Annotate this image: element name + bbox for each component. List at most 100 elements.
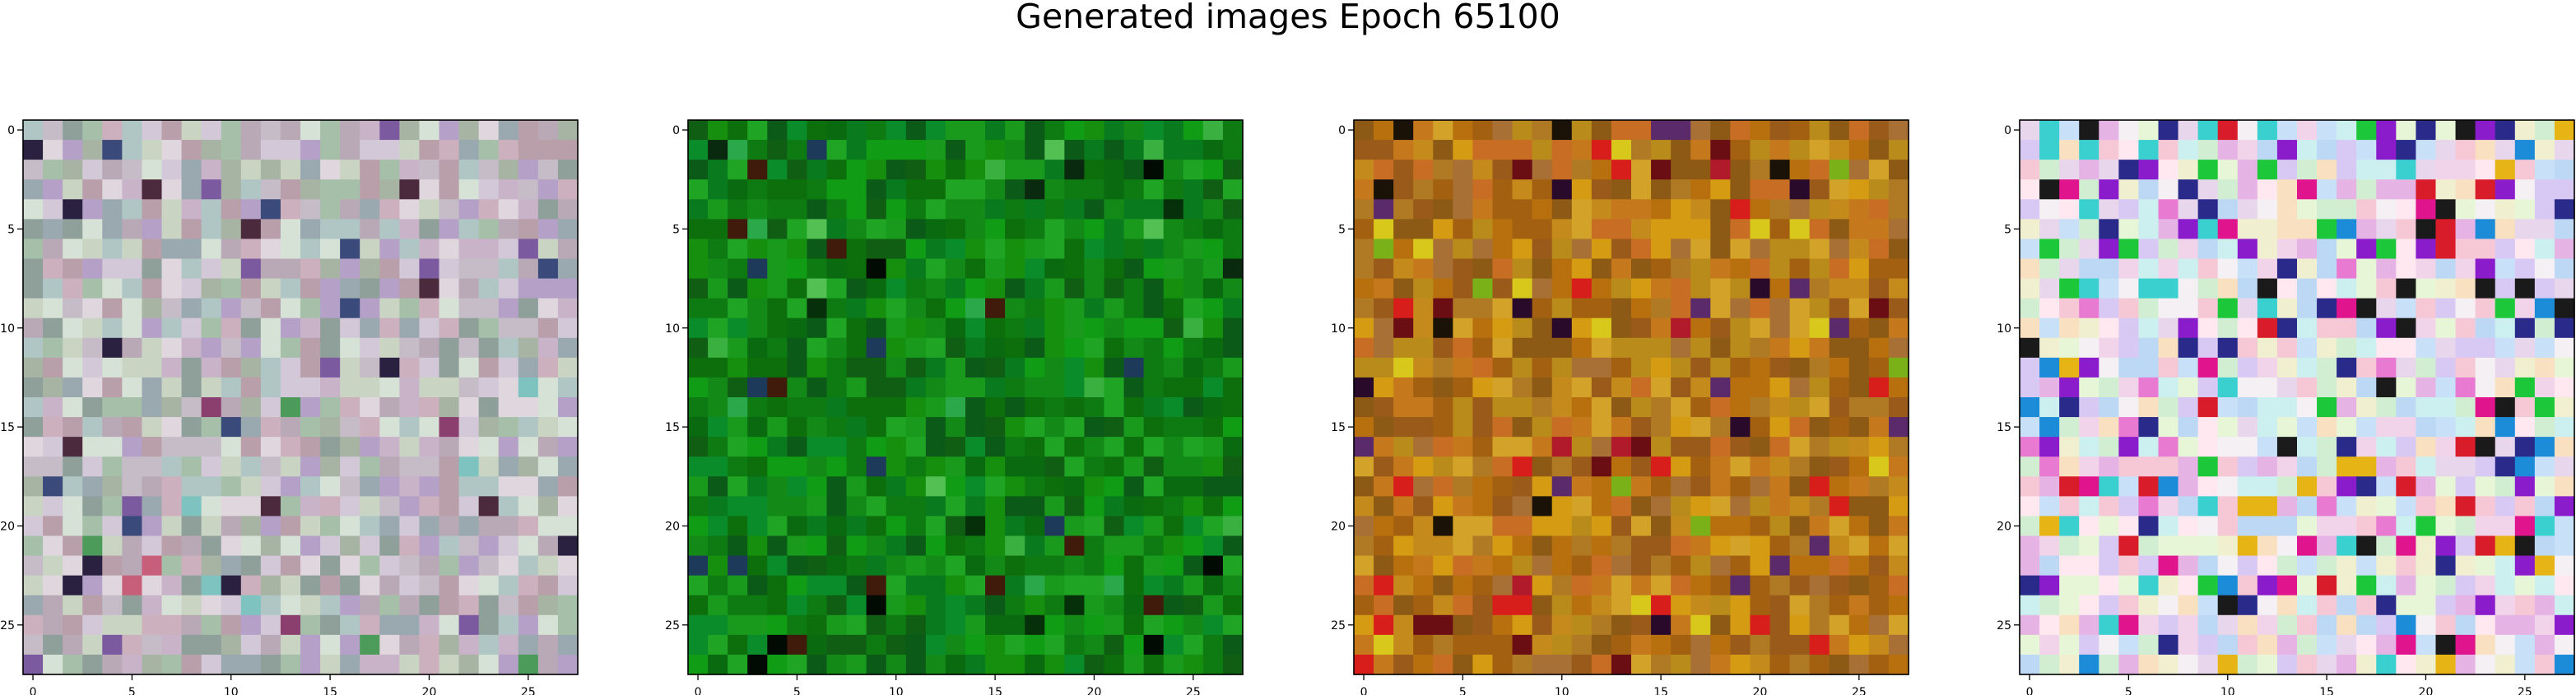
pixel-cell <box>63 357 83 378</box>
pixel-cell <box>1591 535 1612 557</box>
pixel-cell <box>2118 595 2140 616</box>
pixel-cell <box>2337 437 2357 457</box>
pixel-cell <box>102 317 123 339</box>
pixel-cell <box>688 417 709 438</box>
pixel-cell <box>2099 120 2119 141</box>
pixel-cell <box>1492 634 1514 656</box>
pixel-cell <box>2514 516 2536 537</box>
pixel-cell <box>2158 555 2179 577</box>
pixel-cell <box>1750 278 1771 299</box>
pixel-cell <box>1374 258 1394 280</box>
pixel-cell <box>1532 258 1553 280</box>
pixel-cell <box>221 357 242 378</box>
pixel-cell <box>1025 476 1045 497</box>
pixel-cell <box>1433 614 1453 636</box>
pixel-cell <box>2396 456 2417 477</box>
pixel-cell <box>1064 516 1086 537</box>
pixel-cell <box>557 239 579 260</box>
pixel-cell <box>2297 417 2318 438</box>
x-tick-label: 25 <box>1852 686 1867 695</box>
pixel-cell <box>439 199 460 220</box>
pixel-cell <box>240 595 262 616</box>
pixel-cell <box>399 595 421 616</box>
pixel-cell <box>102 219 123 240</box>
pixel-cell <box>2099 575 2119 596</box>
pixel-cell <box>708 595 728 616</box>
pixel-cell <box>1571 456 1593 477</box>
pixel-cell <box>1433 634 1453 656</box>
pixel-cell <box>161 160 183 180</box>
pixel-cell <box>280 614 301 636</box>
pixel-cell <box>1809 555 1830 577</box>
pixel-cell <box>1690 377 1711 398</box>
pixel-cell <box>2514 179 2536 200</box>
pixel-cell <box>2534 140 2555 160</box>
pixel-cell <box>2435 140 2457 160</box>
pixel-cell <box>419 377 440 398</box>
pixel-cell <box>2317 397 2337 418</box>
pixel-cell <box>1453 654 1474 675</box>
pixel-cell <box>181 219 202 240</box>
pixel-cell <box>1611 337 1632 359</box>
pixel-cell <box>2039 417 2060 438</box>
pixel-cell <box>2020 199 2040 220</box>
pixel-cell <box>2475 476 2496 497</box>
pixel-cell <box>280 654 301 675</box>
pixel-cell <box>1453 140 1474 160</box>
pixel-cell <box>1202 140 1224 160</box>
pixel-cell <box>2297 535 2318 557</box>
pixel-cell <box>1374 516 1394 537</box>
pixel-cell <box>1730 535 1751 557</box>
pixel-cell <box>728 377 748 398</box>
pixel-cell <box>2475 397 2496 418</box>
pixel-cell <box>23 575 44 596</box>
pixel-cell <box>1354 377 1374 398</box>
pixel-cell <box>1123 397 1145 418</box>
pixel-cell <box>2138 476 2160 497</box>
pixel-cell <box>1025 317 1045 339</box>
pixel-cell <box>2237 496 2258 517</box>
pixel-cell <box>2534 654 2555 675</box>
pixel-cell <box>2297 634 2318 656</box>
pixel-cell <box>1829 555 1850 577</box>
pixel-cell <box>767 357 788 378</box>
pixel-cell <box>360 535 380 557</box>
pixel-cell <box>399 337 421 359</box>
pixel-cell <box>767 456 788 477</box>
pixel-cell <box>1163 476 1184 497</box>
pixel-cell <box>478 476 500 497</box>
pixel-cell <box>1690 535 1711 557</box>
pixel-cell <box>181 417 202 438</box>
pixel-cell <box>1591 298 1612 319</box>
pixel-cell <box>2197 575 2219 596</box>
pixel-cell <box>1888 357 1909 378</box>
pixel-cell <box>728 219 748 240</box>
pixel-cell <box>1671 179 1691 200</box>
pixel-cell <box>181 258 202 280</box>
pixel-cell <box>2138 654 2160 675</box>
pixel-cell <box>260 417 281 438</box>
pixel-cell <box>221 496 242 517</box>
pixel-cell <box>419 595 440 616</box>
pixel-cell <box>1551 595 1573 616</box>
pixel-cell <box>905 614 927 636</box>
pixel-cell <box>945 634 966 656</box>
pixel-cell <box>2514 120 2536 141</box>
pixel-cell <box>300 496 321 517</box>
pixel-cell <box>2475 377 2496 398</box>
pixel-cell <box>43 140 63 160</box>
pixel-cell <box>2276 397 2298 418</box>
pixel-cell <box>1183 357 1204 378</box>
pixel-cell <box>826 516 848 537</box>
pixel-cell <box>1631 654 1652 675</box>
pixel-cell <box>826 258 848 280</box>
pixel-cell <box>807 634 828 656</box>
pixel-cell <box>1571 516 1593 537</box>
pixel-cell <box>240 417 262 438</box>
pixel-cell <box>161 179 183 200</box>
pixel-cell <box>846 654 867 675</box>
pixel-cell <box>1005 278 1025 299</box>
pixel-cell <box>1631 634 1652 656</box>
pixel-cell <box>1084 179 1105 200</box>
